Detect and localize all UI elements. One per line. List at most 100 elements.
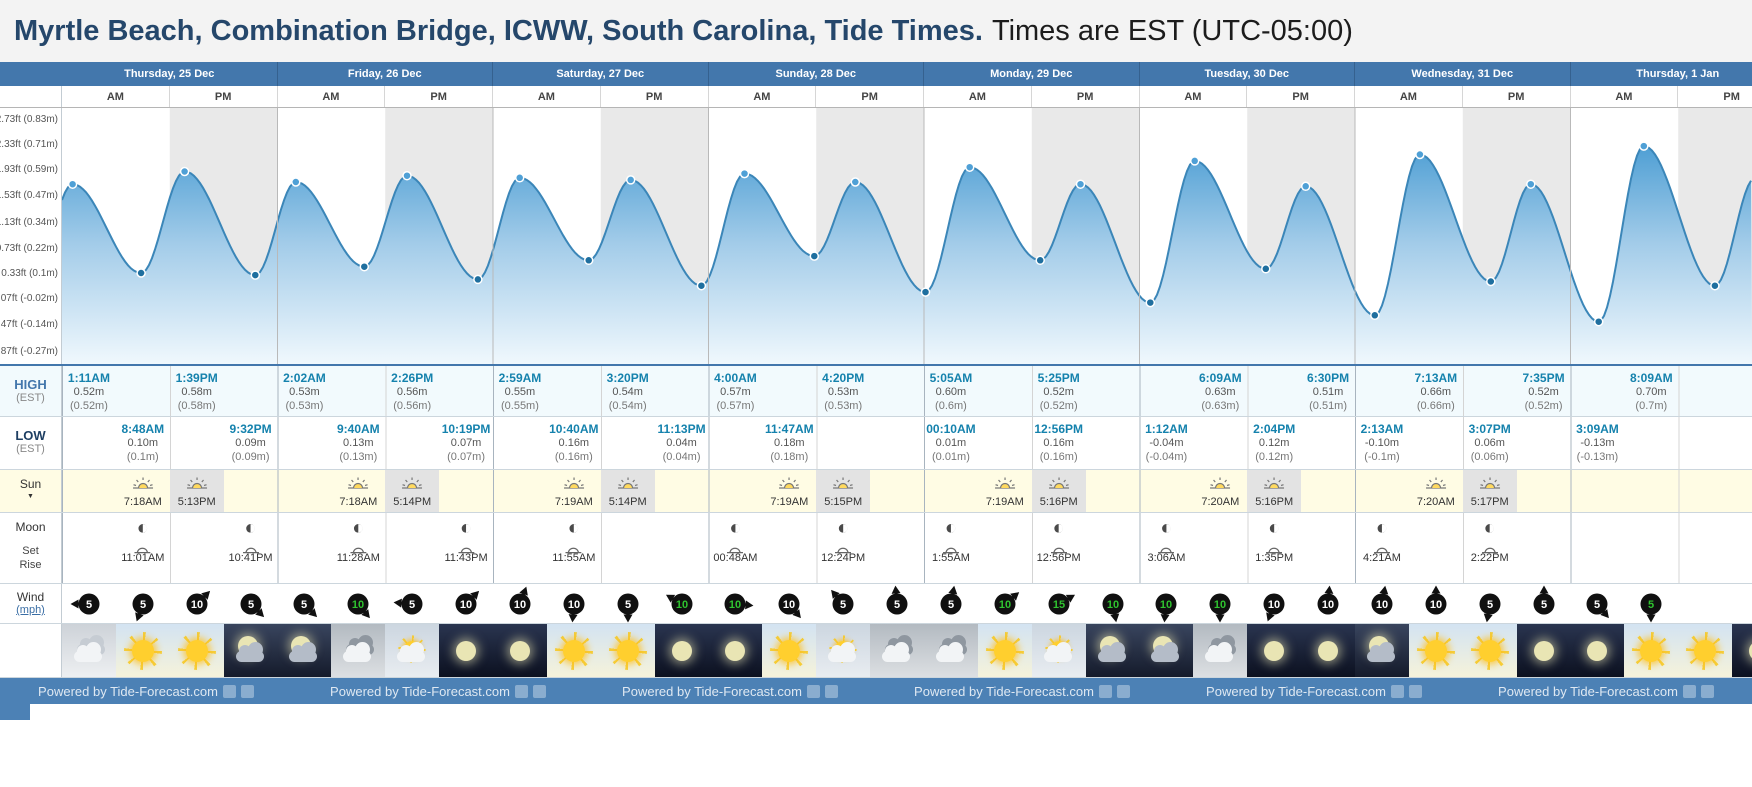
ampm-label: AM [1571,86,1679,107]
footer-icon [1682,684,1696,698]
wind-badge: 5 [609,585,647,623]
moon-horizon-icon [229,541,273,554]
moon-row: Moon Set Rise ◐ 11:01AM ◐ 10:41PM ◐ 11:28AM ◐ 1… [0,513,1752,584]
moon-set-entry: ◐ 10:41PM [229,517,273,564]
footer-credit-link[interactable]: Powered by Tide-Forecast.com [914,684,1130,699]
wind-badge: 10 [1363,585,1401,623]
tide-height: 0.06m [1474,437,1505,449]
high-est-label: (EST) [16,392,45,404]
moon-horizon-icon [337,541,380,554]
moon-phase-icon: ◐ [729,517,742,539]
moon-horizon-icon [121,541,164,554]
tide-time: 5:25PM [1037,371,1080,385]
low-tide-entry: 10:40AM 0.16m (0.16m) [549,422,598,465]
low-tide-entry: 2:04PM 0.12m (0.12m) [1253,422,1295,465]
sun-icon [123,632,162,670]
weather-tiles [62,624,1752,677]
svg-text:10: 10 [1106,599,1118,611]
wind-badge: 10 [1147,585,1185,623]
sunrise-icon [339,476,377,494]
wind-badge: 5 [1525,585,1563,623]
sunrise-icon [124,476,162,494]
weather-tile-sunny [977,624,1032,677]
tide-low-dot [1370,310,1380,321]
sun-toggle-caret-icon[interactable]: ▼ [27,493,34,500]
tide-low-dot [1486,276,1496,287]
tide-time: 3:20PM [606,371,649,385]
cloud-icon [1097,642,1126,662]
tide-height-alt: (0.04m) [662,450,701,463]
footer-icon [806,684,820,698]
sunrise-entry: 7:19AM [555,476,593,508]
wind-direction-arrow-icon: 10 [186,590,210,615]
day-header: Monday, 29 Dec [924,62,1140,86]
moon-phase-icon: ◐ [244,517,257,539]
moon-rise-time: 12:56PM [1036,552,1081,564]
sun-icon [608,632,647,670]
moon-set-time: 1:55AM [931,552,970,564]
sunrise-time: 7:20AM [1416,496,1455,508]
footer-credit-link[interactable]: Powered by Tide-Forecast.com [1206,684,1422,699]
sun-icon [1470,632,1509,670]
wind-direction-arrow-icon: 10 [1155,593,1177,623]
tide-height-alt: (0.07m) [447,450,486,463]
sunrise-icon [1417,476,1455,494]
wind-direction-arrow-icon: 5 [132,593,154,622]
footer-icon [824,684,838,698]
svg-text:10: 10 [514,599,526,611]
timezone-note: Times are EST (UTC-05:00) [991,14,1353,47]
y-axis-label: -0.07ft (-0.02m) [0,293,58,305]
tide-low-dot [473,274,483,285]
tide-height: 0.13m [343,437,374,449]
tide-time: 11:13PM [657,422,706,436]
sunrise-time: 7:19AM [554,496,593,508]
day-header: Sunday, 28 Dec [709,62,924,86]
footer-credit-link[interactable]: Powered by Tide-Forecast.com [38,684,254,699]
tide-height-alt: (0.09m) [231,450,270,463]
wind-direction-arrow-icon: 10 [1209,593,1231,623]
low-label: LOW [15,428,46,443]
header-axis-spacer [0,62,62,86]
tide-low-dot [1145,297,1156,308]
wind-unit-link[interactable]: (mph) [16,604,45,616]
tide-time: 6:09AM [1198,371,1242,385]
tide-high-dot [1189,156,1200,166]
wind-direction-arrow-icon: 5 [940,585,962,615]
sunrise-entry: 7:19AM [770,476,808,508]
high-tide-entry: 5:05AM 0.60m (0.6m) [930,371,973,414]
tide-high-dot [402,170,412,181]
tide-time: 9:40AM [336,422,380,436]
weather-tile-sunny [1678,624,1733,677]
ampm-label: AM [1140,86,1248,107]
wind-direction-arrow-icon: 10 [563,593,585,623]
sun-entries: 7:18AM 5:13PM 7:18AM 5:14PM 7:19AM 5:14PM 7:19… [62,470,1752,512]
low-entries: 8:48AM 0.10m (0.1m) 9:32PM 0.09m (0.09m) 9:40A… [62,417,1752,469]
high-tide-entry: 2:26PM 0.56m (0.56m) [391,371,433,414]
ampm-row: AM PM AM PM AM PM AM PM AM PM AM PM AM PM AM PM [0,86,1752,108]
sunset-time: 5:14PM [393,496,432,508]
low-tide-entry: 1:12AM -0.04m (-0.04m) [1145,422,1188,465]
sunset-cell-bg [385,470,440,512]
tide-high-dot [179,166,190,177]
moon-icon [1533,641,1554,661]
weather-tile-partly [385,624,440,677]
sun-row-label: Sun ▼ [0,470,62,512]
sunset-cell-bg [169,470,224,512]
tide-time: 2:26PM [391,371,434,385]
wind-direction-arrow-icon: 5 [617,593,639,623]
high-tide-entry: 6:09AM 0.63m (0.63m) [1199,371,1242,414]
tide-height: 0.52m [1043,386,1074,398]
moon-phase-icon: ◐ [1375,517,1388,539]
footer-icon [240,684,254,698]
wind-direction-arrow-icon: 10 [455,590,480,615]
footer-credit-link[interactable]: Powered by Tide-Forecast.com [622,684,838,699]
tide-height: 0.60m [935,386,967,398]
tide-height-alt: (-0.1m) [1364,450,1400,463]
footer-credit-link[interactable]: Powered by Tide-Forecast.com [330,684,546,699]
svg-text:5: 5 [86,599,92,611]
wind-row: Wind (mph) 5 5 10 5 5 10 5 10 10 10 5 10 10 10 5 5 5 10 15… [0,584,1752,624]
footer-credit-link[interactable]: Powered by Tide-Forecast.com [1498,684,1714,699]
tide-height-alt: (-0.13m) [1576,450,1619,463]
wind-direction-arrow-icon: 5 [1586,593,1610,619]
